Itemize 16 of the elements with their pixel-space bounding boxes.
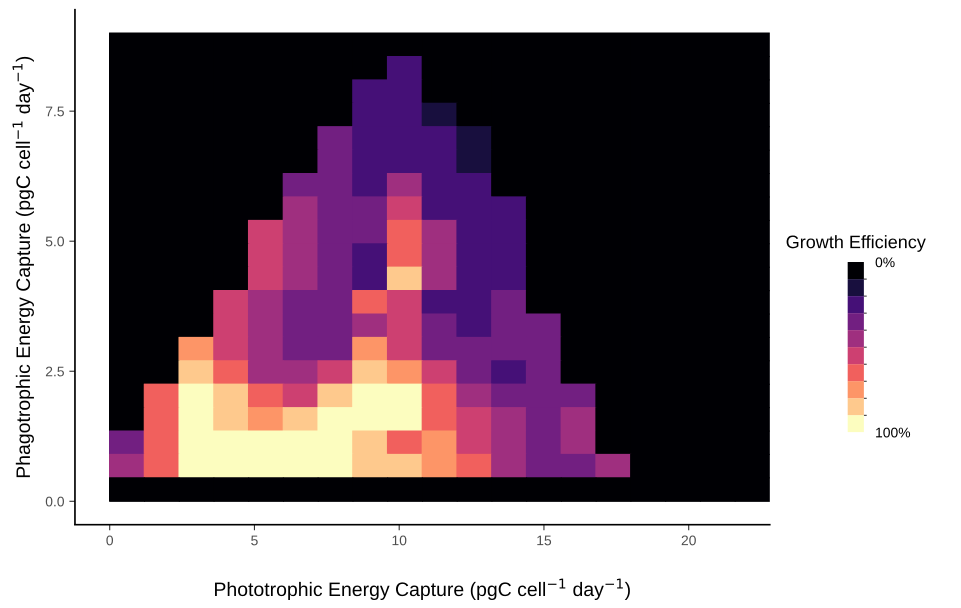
point (734, 56, 770, 81)
x-tick-label: 15 (537, 536, 552, 546)
color-bar-label: 0% (876, 257, 895, 268)
color-bar-label: 100% (876, 428, 910, 438)
y-tick-label: 5.0 (46, 236, 64, 246)
x-axis-title: Phototrophic Energy Capture (pgC cell$^{−1}$ day$^{−1}$) (215, 578, 630, 600)
y-tick-label: 7.5 (46, 106, 64, 116)
y-axis-title: Phagotrophic Energy Capture (pgC cell$^{−1}$ day$^{−1}$) (12, 56, 34, 478)
x-tick-label: 10 (392, 535, 406, 546)
color-bar-title: Growth Efficiency (786, 235, 926, 252)
x-tick-label: 5 (251, 536, 258, 546)
x-tick-label: 20 (682, 535, 696, 546)
y-tick-label: 0.0 (46, 496, 64, 506)
point (734, 313, 770, 338)
x-tick-label: 0 (106, 535, 114, 546)
y-tick-label: 2.5 (46, 366, 64, 376)
